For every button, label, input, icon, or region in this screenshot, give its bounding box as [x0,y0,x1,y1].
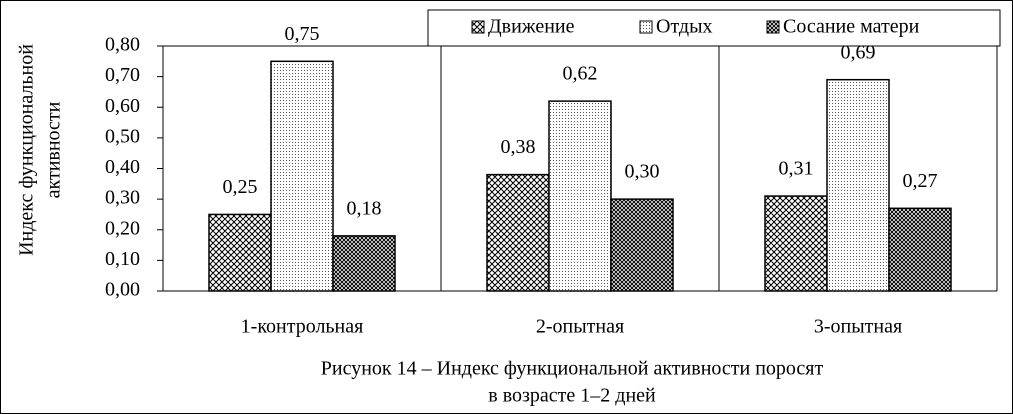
value-label: 0,69 [841,41,876,63]
value-label: 0,38 [501,136,536,158]
bar [548,100,612,292]
bar [486,173,550,292]
value-label: 0,18 [347,197,382,219]
legend [427,9,1001,47]
value-label: 0,31 [779,158,814,180]
legend-swatch [766,20,780,34]
x-tick-label: 2-опытная [536,316,624,338]
y-tick-label: 0,80 [105,34,140,56]
legend-swatch [471,20,485,34]
y-tick-label: 0,20 [105,217,140,239]
y-axis-label: Индекс функциональной [16,44,38,256]
legend-swatch [639,20,653,34]
bar [764,195,828,292]
caption: Рисунок 14 – Индекс функциональной актив… [321,358,824,380]
y-tick-label: 0,60 [105,95,140,117]
y-tick-label: 0,70 [105,64,140,86]
x-tick-label: 3-опытная [814,316,902,338]
legend-label: Отдых [656,16,713,38]
value-label: 0,25 [223,176,258,198]
y-tick-label: 0,00 [105,279,140,301]
value-label: 0,75 [285,23,320,45]
y-axis-label: активности [43,101,65,198]
y-tick-label: 0,10 [105,248,140,270]
legend-label: Сосание матери [783,16,920,38]
value-label: 0,30 [625,161,660,183]
caption: в возрасте 1–2 дней [488,385,656,407]
bar [270,60,334,292]
value-label: 0,27 [903,170,938,192]
y-tick-label: 0,50 [105,125,140,147]
bar [826,78,890,292]
bar [888,207,952,292]
bar [332,235,396,292]
y-tick-label: 0,40 [105,156,140,178]
y-tick-label: 0,30 [105,187,140,209]
bar [208,213,272,292]
x-tick-label: 1-контрольная [241,316,364,338]
legend-label: Движение [488,16,575,38]
bar [610,198,674,292]
value-label: 0,62 [563,63,598,85]
